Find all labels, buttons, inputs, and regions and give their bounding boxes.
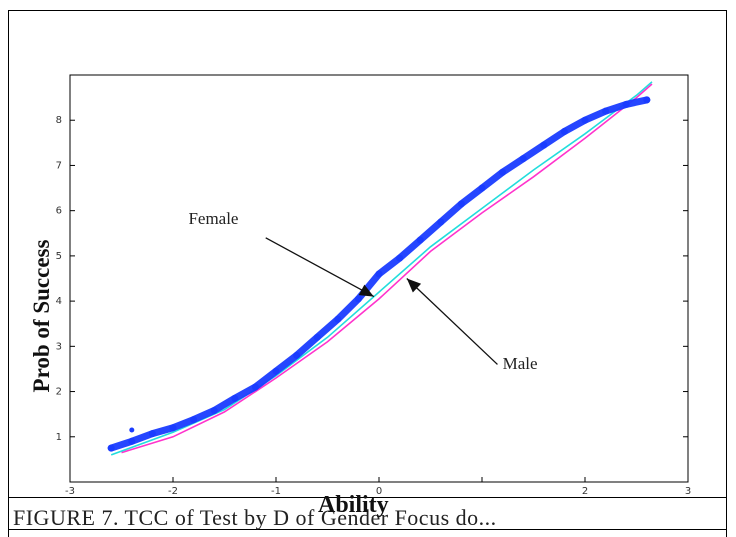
x-tick-label: -2 (168, 486, 178, 497)
x-tick-label: -3 (65, 486, 75, 497)
y-tick-label: 5 (56, 251, 62, 262)
data-point (334, 315, 342, 323)
data-point (540, 141, 548, 149)
series-group (107, 81, 653, 456)
y-tick-label: 2 (56, 387, 62, 398)
annotation-arrow-shaft (406, 278, 498, 365)
data-point (622, 100, 630, 108)
x-axis-label: Ability (318, 492, 389, 518)
x-tick-label: 3 (685, 486, 691, 497)
data-point (643, 96, 651, 104)
y-tick-label: 7 (56, 160, 62, 171)
plot-area (69, 74, 689, 483)
annotations: Female Male (188, 209, 537, 373)
y-tick-label: 4 (56, 296, 62, 307)
data-point (499, 168, 507, 176)
extra-point (129, 427, 135, 433)
data-point (478, 184, 486, 192)
x-tick-label: 2 (582, 486, 588, 497)
x-axis: -3 -2 -1 0 2 3 (65, 477, 691, 497)
annotation-arrow-head (406, 278, 422, 293)
annotation-label: Male (503, 354, 538, 373)
y-tick-label: 8 (56, 115, 62, 126)
figure-caption: FIGURE 7. TCC of Test by D of Gender Foc… (13, 505, 497, 530)
annotation-label: Female (188, 209, 238, 228)
caption-box (8, 497, 727, 537)
data-point (581, 116, 589, 124)
data-point (396, 254, 404, 262)
y-tick-label: 3 (56, 341, 62, 352)
x-tick-label: -1 (271, 486, 281, 497)
data-point (169, 424, 177, 432)
data-point (519, 155, 527, 163)
y-axis: 1 2 3 4 5 6 7 8 (56, 74, 688, 483)
data-point (457, 200, 465, 208)
data-point (107, 444, 115, 452)
data-point (313, 333, 321, 341)
series-line (121, 83, 653, 454)
y-tick-label: 1 (56, 432, 62, 443)
data-point (437, 218, 445, 226)
y-tick-label: 6 (56, 206, 62, 217)
data-point (128, 437, 136, 445)
figure-frame (8, 10, 727, 530)
y-axis-label: Prob of Success (29, 239, 54, 393)
data-point (210, 407, 218, 415)
data-point (251, 383, 259, 391)
annotation-arrow-head (358, 284, 374, 297)
data-point (148, 430, 156, 438)
data-point (190, 416, 198, 424)
data-point (602, 107, 610, 115)
data-point (272, 367, 280, 375)
data-point (354, 295, 362, 303)
data-point (560, 128, 568, 136)
data-point (416, 236, 424, 244)
data-point (231, 394, 239, 402)
x-tick-label: 0 (376, 486, 382, 497)
data-point (375, 270, 383, 278)
annotation-arrow-shaft (265, 237, 375, 298)
data-point (293, 351, 301, 359)
